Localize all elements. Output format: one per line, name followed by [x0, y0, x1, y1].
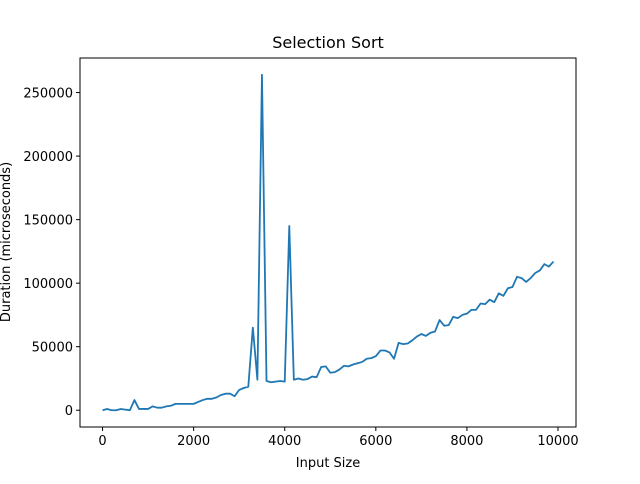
x-tick-label: 8000: [450, 434, 483, 449]
x-tick-label: 0: [98, 434, 106, 449]
line-series: [102, 73, 555, 412]
x-tick-label: 2000: [177, 434, 210, 449]
y-tick-label: 200000: [23, 150, 73, 165]
y-tick-label: 100000: [23, 277, 73, 292]
x-tick-label: 10000: [537, 434, 578, 449]
plot-frame: [79, 57, 577, 428]
y-tick-label: 50000: [32, 341, 73, 356]
y-tick-label: 250000: [23, 87, 73, 102]
x-tick-label: 4000: [268, 434, 301, 449]
y-axis-label: Duration (microseconds): [0, 162, 14, 322]
chart-title: Selection Sort: [272, 33, 384, 52]
y-tick-label: 0: [65, 404, 73, 419]
y-tick-label: 150000: [23, 214, 73, 229]
x-axis-label: Input Size: [296, 456, 360, 471]
x-tick-label: 6000: [359, 434, 392, 449]
